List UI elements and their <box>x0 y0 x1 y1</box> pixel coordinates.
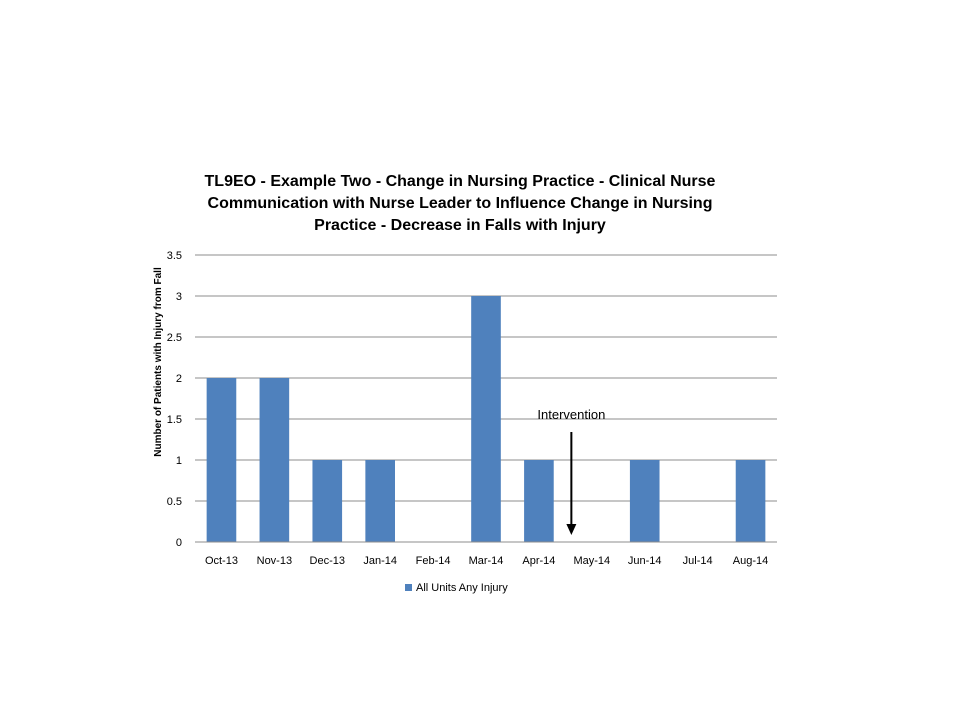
legend-swatch <box>405 584 412 591</box>
bar <box>365 460 395 542</box>
intervention-annotation: Intervention <box>537 407 605 535</box>
y-tick-label: 0.5 <box>167 496 182 508</box>
bar <box>312 460 343 542</box>
y-axis-label: Number of Patients with Injury from Fall <box>153 267 164 457</box>
y-axis-ticks: 0 0.5 1 1.5 2 2.5 3 3.5 <box>167 250 182 549</box>
bar <box>524 460 554 542</box>
x-axis-ticks: Oct-13 Nov-13 Dec-13 Jan-14 Feb-14 Mar-14 Apr-… <box>205 555 768 567</box>
y-tick-label: 3 <box>176 291 182 303</box>
bar <box>735 460 766 542</box>
y-tick-label: 0 <box>176 537 182 549</box>
x-tick-label: Dec-13 <box>310 555 345 567</box>
intervention-arrow-head <box>566 524 577 535</box>
x-tick-label: Feb-14 <box>416 555 451 567</box>
bars <box>206 296 766 542</box>
intervention-label: Intervention <box>537 407 605 422</box>
legend: All Units Any Injury <box>405 582 508 594</box>
chart-title: TL9EO - Example Two - Change in Nursing … <box>204 173 716 234</box>
x-tick-label: May-14 <box>573 555 610 567</box>
bar <box>259 378 290 542</box>
x-tick-label: Jul-14 <box>683 555 713 567</box>
x-tick-label: Jan-14 <box>363 555 397 567</box>
legend-label: All Units Any Injury <box>416 582 508 594</box>
y-tick-label: 1.5 <box>167 414 182 426</box>
x-tick-label: Apr-14 <box>522 555 555 567</box>
x-tick-label: Aug-14 <box>733 555 768 567</box>
x-tick-label: Nov-13 <box>257 555 292 567</box>
bar <box>471 296 501 542</box>
bar <box>206 378 237 542</box>
y-tick-label: 1 <box>176 455 182 467</box>
y-tick-label: 2 <box>176 373 182 385</box>
x-tick-label: Jun-14 <box>628 555 662 567</box>
y-tick-label: 3.5 <box>167 250 182 262</box>
bar <box>629 460 660 542</box>
y-tick-label: 2.5 <box>167 332 182 344</box>
x-tick-label: Mar-14 <box>469 555 504 567</box>
x-tick-label: Oct-13 <box>205 555 238 567</box>
